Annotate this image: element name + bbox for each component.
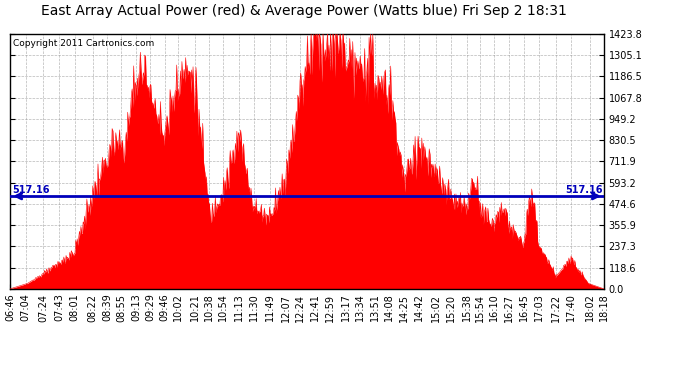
Text: 517.16: 517.16 — [12, 185, 50, 195]
Text: East Array Actual Power (red) & Average Power (Watts blue) Fri Sep 2 18:31: East Array Actual Power (red) & Average … — [41, 4, 566, 18]
Text: 517.16: 517.16 — [564, 185, 602, 195]
Text: Copyright 2011 Cartronics.com: Copyright 2011 Cartronics.com — [13, 39, 155, 48]
